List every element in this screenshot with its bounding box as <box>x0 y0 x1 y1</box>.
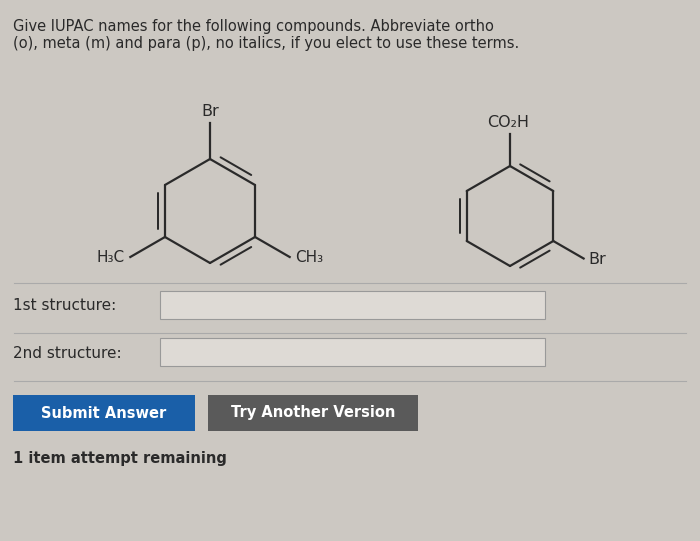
Text: CO₂H: CO₂H <box>487 115 529 130</box>
Text: Give IUPAC names for the following compounds. Abbreviate ortho
(o), meta (m) and: Give IUPAC names for the following compo… <box>13 19 519 51</box>
FancyBboxPatch shape <box>160 291 545 319</box>
Text: Br: Br <box>589 252 606 267</box>
Text: Try Another Version: Try Another Version <box>231 406 395 420</box>
Text: H₃C: H₃C <box>96 249 125 265</box>
FancyBboxPatch shape <box>208 395 418 431</box>
Text: 2nd structure:: 2nd structure: <box>13 346 122 360</box>
Text: 1 item attempt remaining: 1 item attempt remaining <box>13 452 227 466</box>
Text: Submit Answer: Submit Answer <box>41 406 167 420</box>
Text: Br: Br <box>201 104 219 119</box>
FancyBboxPatch shape <box>13 395 195 431</box>
Text: 1st structure:: 1st structure: <box>13 299 116 313</box>
Text: CH₃: CH₃ <box>295 249 323 265</box>
FancyBboxPatch shape <box>160 338 545 366</box>
